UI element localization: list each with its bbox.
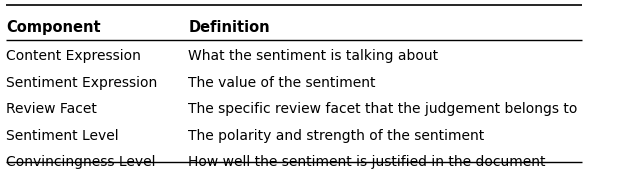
Text: The polarity and strength of the sentiment: The polarity and strength of the sentime… (188, 129, 484, 143)
Text: Definition: Definition (188, 20, 269, 35)
Text: Review Facet: Review Facet (6, 102, 97, 116)
Text: Convincingness Level: Convincingness Level (6, 155, 156, 169)
Text: The value of the sentiment: The value of the sentiment (188, 76, 376, 90)
Text: What the sentiment is talking about: What the sentiment is talking about (188, 49, 438, 63)
Text: The specific review facet that the judgement belongs to: The specific review facet that the judge… (188, 102, 577, 116)
Text: Content Expression: Content Expression (6, 49, 141, 63)
Text: Sentiment Level: Sentiment Level (6, 129, 118, 143)
Text: Component: Component (6, 20, 100, 35)
Text: Sentiment Expression: Sentiment Expression (6, 76, 157, 90)
Text: How well the sentiment is justified in the document: How well the sentiment is justified in t… (188, 155, 546, 169)
